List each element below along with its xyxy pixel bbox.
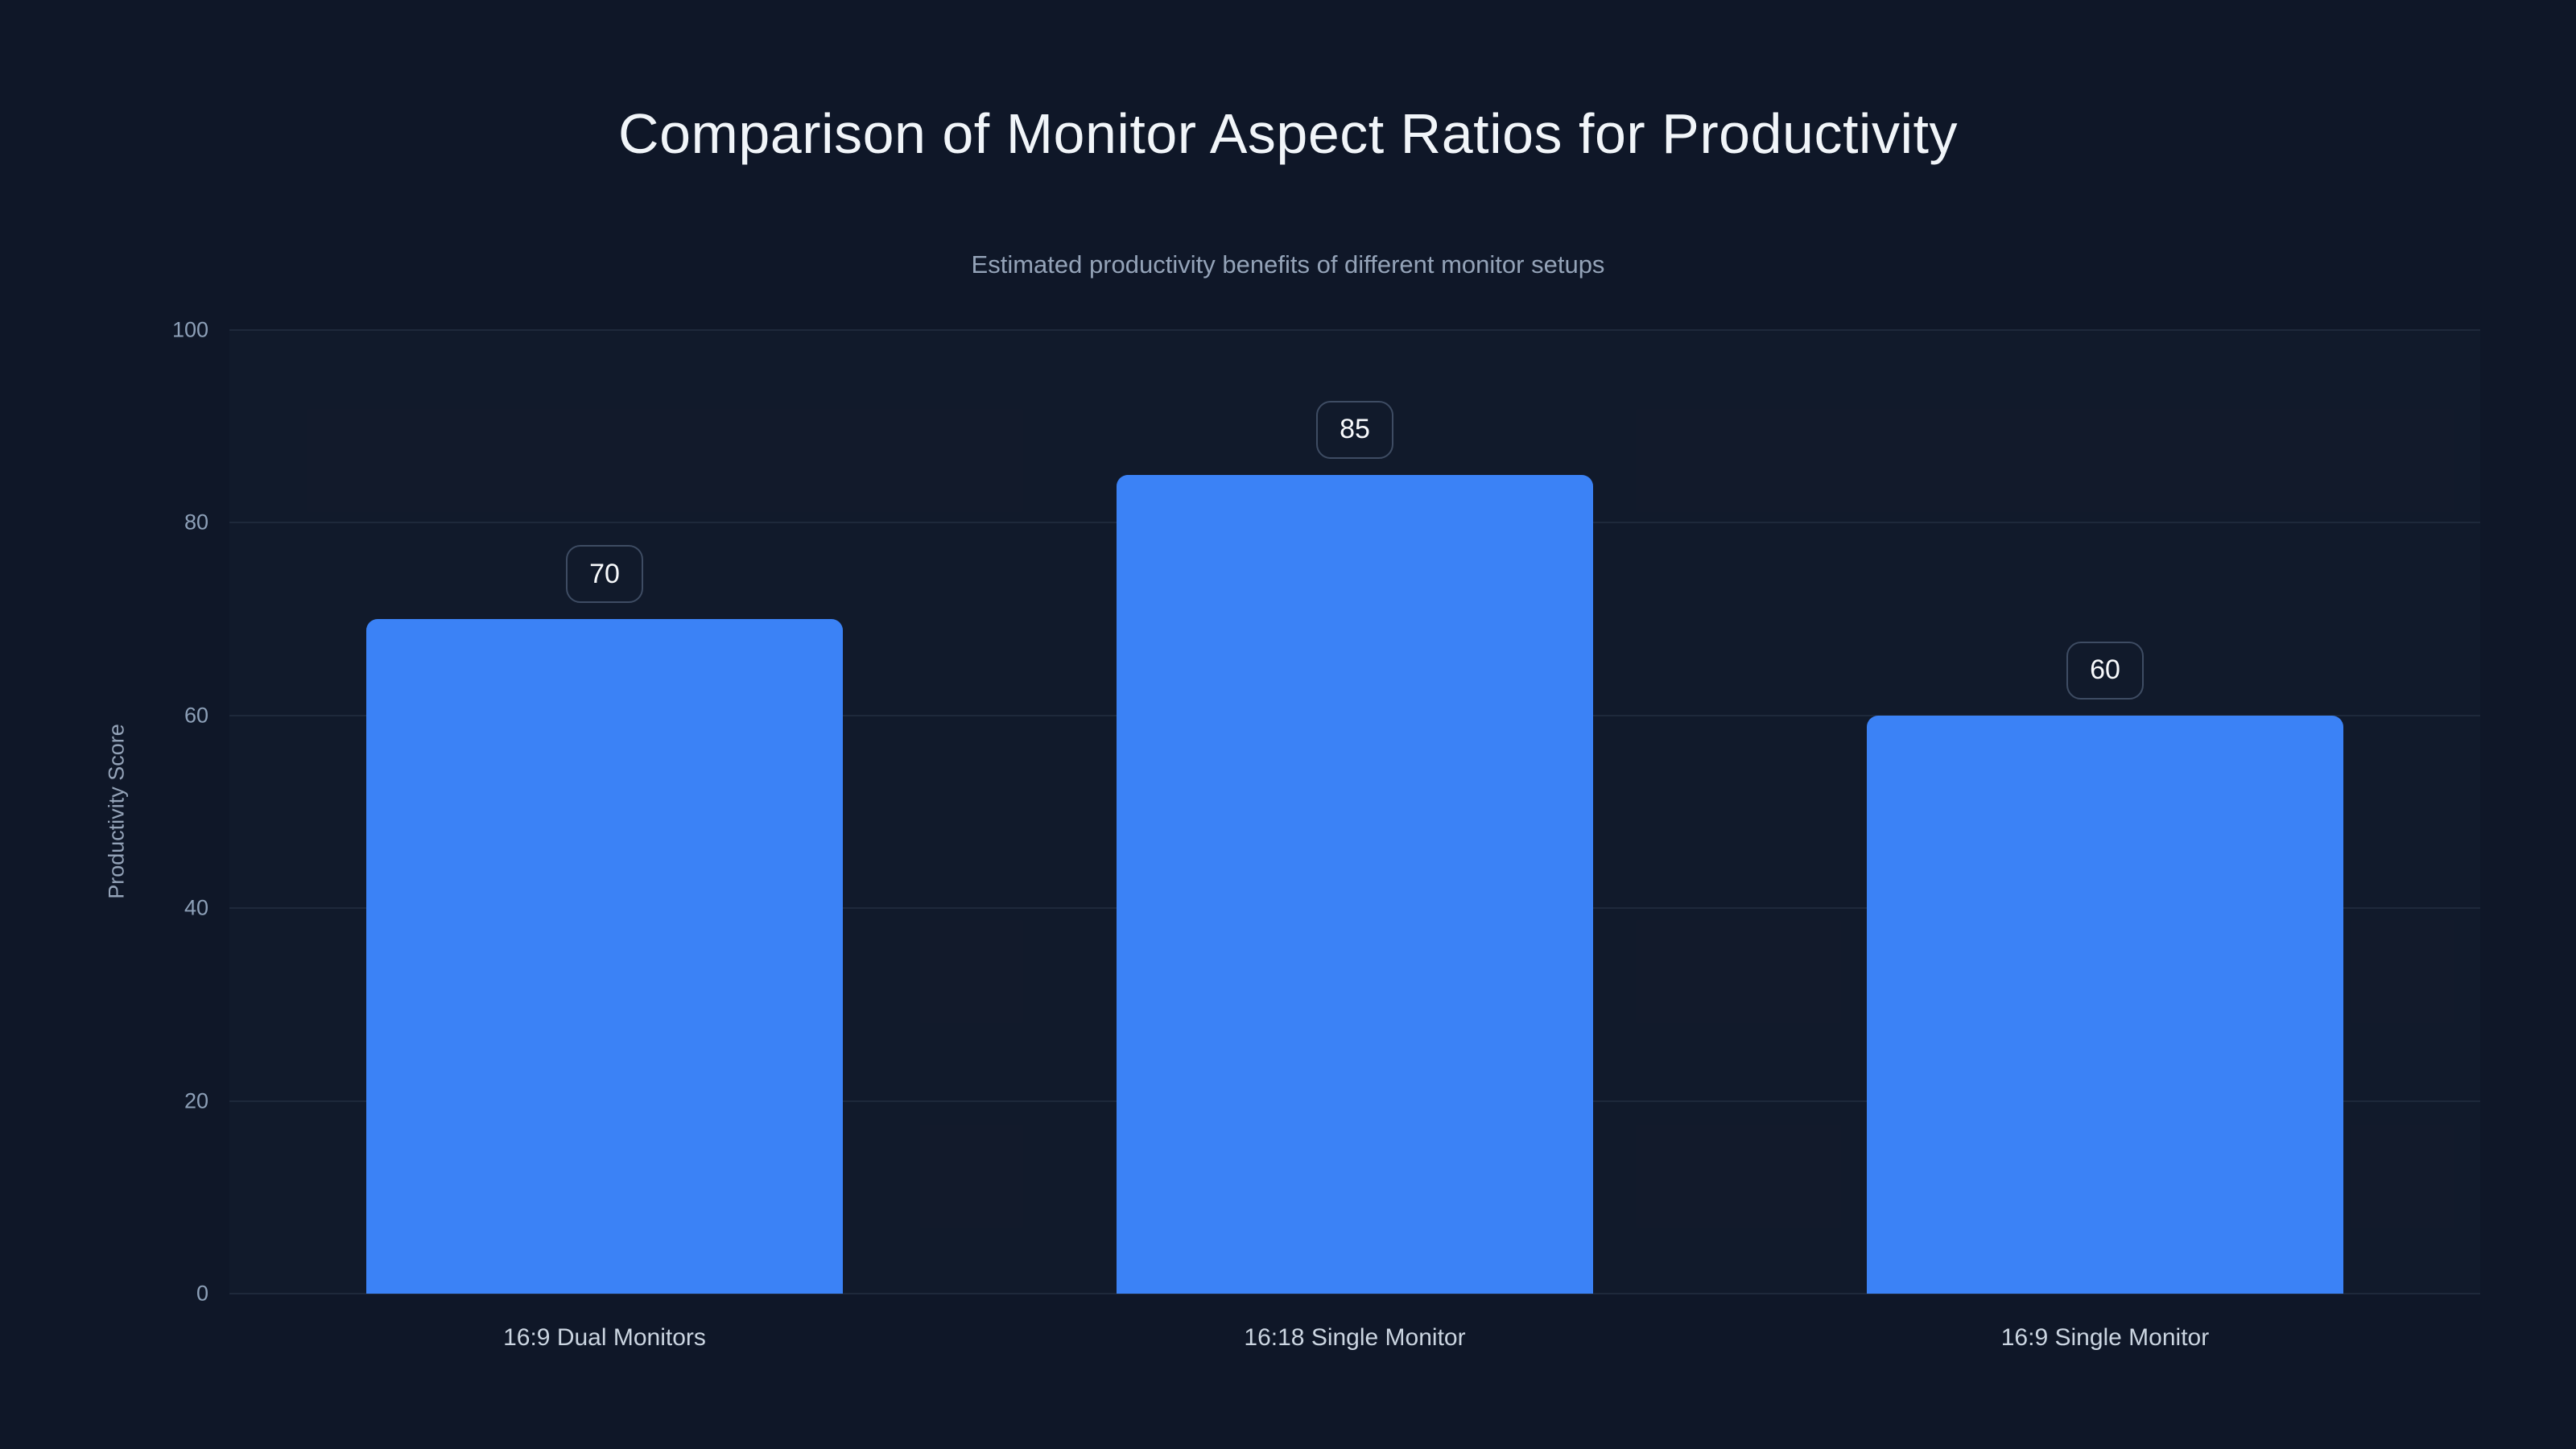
plot-area: 0 20 40 60 80 100 70 16:9 Dual Monitors 85 16:18 …: [172, 318, 2480, 1351]
bar-slot-2: 85 16:18 Single Monitor: [980, 330, 1730, 1351]
gridline-0: [229, 1293, 2480, 1294]
y-tick-label-40: 40: [184, 895, 208, 920]
bar-2[interactable]: [1116, 474, 1593, 1294]
value-badge-2: 85: [1315, 400, 1393, 459]
bar-slot-3: 60 16:9 Single Monitor: [1730, 330, 2480, 1351]
y-axis-title: Productivity Score: [104, 724, 129, 899]
chart-title: Comparison of Monitor Aspect Ratios for …: [618, 102, 1958, 165]
y-tick-label-60: 60: [184, 703, 208, 728]
chart-subtitle: Estimated productivity benefits of diffe…: [971, 250, 1605, 279]
y-tick-label-80: 80: [184, 510, 208, 535]
y-tick-label-100: 100: [171, 317, 208, 342]
x-axis-label-3: 16:9 Single Monitor: [2000, 1324, 2210, 1351]
value-badge-1: 70: [565, 545, 643, 604]
gridline-100: [229, 329, 2480, 331]
x-axis-label-1: 16:9 Dual Monitors: [503, 1324, 706, 1351]
y-tick-label-0: 0: [196, 1281, 208, 1306]
bar-1[interactable]: [365, 619, 843, 1294]
y-tick-label-20: 20: [184, 1088, 208, 1113]
x-axis-label-2: 16:18 Single Monitor: [1244, 1324, 1466, 1351]
bar-slot-1: 70 16:9 Dual Monitors: [229, 330, 980, 1351]
value-badge-3: 60: [2066, 641, 2144, 700]
bar-3[interactable]: [1866, 715, 2343, 1294]
